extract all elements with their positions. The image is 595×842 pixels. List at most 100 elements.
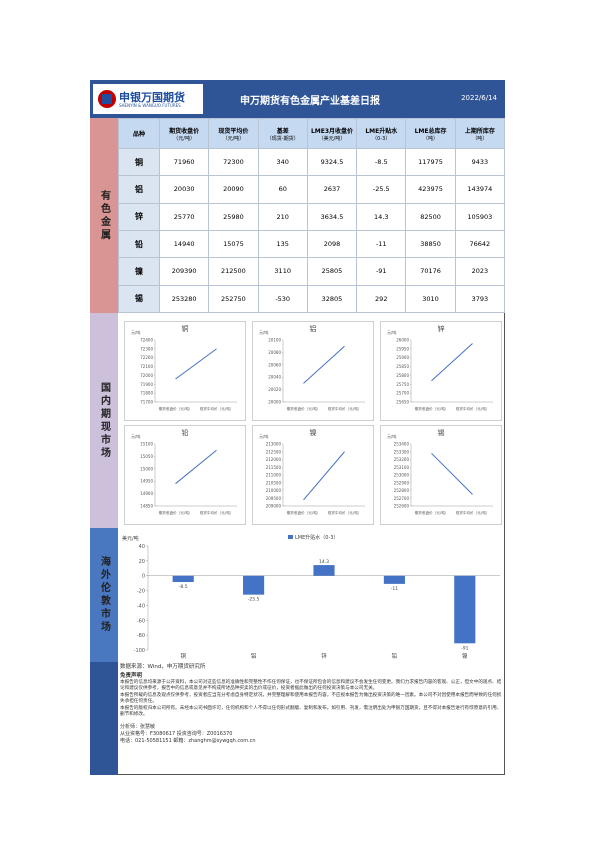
cell: 340: [257, 147, 308, 177]
cell: 82500: [405, 202, 456, 231]
data-label: -11: [391, 586, 398, 592]
cell: 209390: [158, 257, 210, 286]
cell: 72300: [208, 147, 259, 177]
cell: 292: [356, 284, 407, 314]
cell: 423975: [405, 175, 456, 204]
cell: 25980: [208, 202, 259, 231]
bar: [313, 565, 335, 576]
chart-title: 铅: [182, 428, 189, 437]
y-tick-label: 20100: [268, 338, 281, 343]
y-tick-label: 20000: [268, 400, 281, 405]
x-tick-label: 期货收盘价（元/吨）: [287, 510, 321, 515]
column-unit: （现货-期货）: [266, 135, 299, 142]
column-unit: （元/吨）: [173, 135, 195, 142]
y-tick-label: 15050: [140, 454, 153, 459]
cell: 70176: [405, 257, 456, 286]
table-wrap: 品种 期货收盘价 （元/吨） 现货平均价 （元/吨） 基差 （现货-期货） LME3月收盘价（…: [118, 118, 506, 314]
line: [175, 449, 217, 485]
cell: 3010: [405, 284, 456, 314]
y-tick-label: 72100: [140, 364, 153, 369]
cell: 2098: [306, 229, 358, 259]
row: 锌 25770 25980 210 3634.5 14.3 82500 105903: [118, 202, 506, 231]
header-cell: LME总库存 （吨）: [405, 118, 456, 149]
cell: 253280: [158, 284, 210, 314]
y-tick-label: 252900: [394, 480, 410, 485]
y-tick-label: 20040: [268, 375, 281, 380]
y-tick-label: 72200: [140, 355, 153, 360]
header-cell: 期货收盘价 （元/吨）: [158, 118, 210, 149]
y-tick-label: 20: [139, 559, 145, 565]
y-axis-label: 元/吨: [131, 433, 140, 439]
line-chart: 铅元/吨 14850 14900 14950 15000 15050 15100 期货收盘价（…: [124, 425, 246, 525]
y-tick-label: 14950: [140, 479, 153, 484]
table: 品种 期货收盘价 （元/吨） 现货平均价 （元/吨） 基差 （现货-期货） LME3月收盘价（…: [118, 118, 506, 314]
cell: 9433: [454, 147, 506, 177]
source: 数据来源：Wind，申万期货研究所: [120, 664, 206, 670]
y-tick-label: 25750: [396, 382, 409, 387]
cell: 32805: [306, 284, 358, 314]
line: [303, 451, 345, 501]
x-tick-label: 现货平均价（元/吨）: [328, 510, 362, 515]
cell: 15075: [208, 229, 259, 259]
x-tick-label: 镍: [462, 652, 468, 660]
x-tick-label: 期货收盘价（元/吨）: [287, 406, 321, 411]
cell: 25805: [306, 257, 358, 286]
y-tick-label: 253200: [394, 457, 410, 462]
y-tick-label: -60: [137, 618, 145, 624]
y-tick-label: 252800: [394, 488, 410, 493]
y-tick-label: 14900: [140, 491, 153, 496]
paragraph: 本报告的版权归本公司所有。未经本公司书面许可，任何机构和个人不得以任何形式翻版、…: [120, 706, 502, 717]
analyst: 分析师：张慧敏: [120, 724, 156, 730]
legend-swatch: [288, 535, 293, 539]
y-tick-label: 14850: [140, 504, 153, 509]
license: 从业资格号：F3080617 投资咨询号：Z0016370: [120, 731, 233, 737]
y-tick-label: 25700: [396, 391, 409, 396]
section-label: 国内期现市场: [90, 313, 118, 528]
line-chart: 锡元/吨 252600 252700 252800 252900 253000 253100…: [380, 425, 502, 525]
cell: -25.5: [356, 175, 407, 204]
column-unit: （吨）: [472, 135, 488, 142]
x-tick-label: 铅: [392, 652, 398, 660]
section-label: 有色金属: [90, 118, 118, 313]
y-axis-label: 元/吨: [387, 433, 396, 439]
y-tick-label: 209500: [266, 496, 282, 501]
cell: 9324.5: [306, 147, 358, 177]
y-tick-label: -100: [134, 648, 145, 654]
contact: 电话：021-50581151 邮箱：zhanghm@sywgqh.com.cn: [120, 738, 256, 744]
cell: 135: [257, 229, 308, 259]
bar: [243, 575, 265, 595]
column-name: 上期所库存: [464, 127, 495, 135]
line-chart: 铝元/吨 20000 20020 20040 20060 20080 20100 期货收盘价（…: [252, 321, 374, 421]
header-cell: 现货平均价 （元/吨）: [208, 118, 259, 149]
data-label: -8.5: [179, 584, 188, 590]
y-tick-label: 20060: [268, 362, 281, 367]
data-label: -25.5: [248, 597, 260, 603]
logo-name: 申银万国期货: [119, 91, 185, 104]
y-axis-label: 元/吨: [259, 329, 268, 335]
y-tick-label: 71700: [140, 400, 153, 405]
y-tick-label: -40: [137, 603, 145, 609]
y-tick-label: 210500: [266, 480, 282, 485]
date: 2022/6/14: [461, 94, 497, 102]
x-tick-label: 铝: [251, 652, 257, 660]
column-name: LME3月收盘价: [310, 127, 354, 135]
x-tick-label: 现货平均价（元/吨）: [200, 510, 234, 515]
cell: 14.3: [356, 202, 407, 231]
cell: 71960: [158, 147, 210, 177]
logo: 申银万国期货 SHENYIN & WANGUO FUTURES: [93, 84, 203, 114]
y-axis-label: 元/吨: [387, 329, 396, 335]
cell: 3634.5: [306, 202, 358, 231]
bar: [454, 575, 476, 644]
chart-title: 镍: [310, 428, 317, 437]
section-label: 海外伦敦市场: [90, 528, 118, 662]
column-name: 品种: [132, 131, 145, 138]
y-tick-label: 20020: [268, 387, 281, 392]
cell: 14940: [158, 229, 210, 259]
y-tick-label: 72400: [140, 338, 153, 343]
line: [431, 343, 473, 382]
charts-wrap: 铜元/吨 71700 71800 71900 72000 72100 72200 72300 7…: [118, 313, 505, 528]
title: 申万期货有色金属产业基差日报: [240, 96, 380, 107]
row: 铝 20030 20090 60 2637 -25.5 423975 143974: [118, 175, 506, 204]
x-tick-label: 现货平均价（元/吨）: [456, 510, 490, 515]
y-tick-label: 0: [142, 574, 145, 580]
